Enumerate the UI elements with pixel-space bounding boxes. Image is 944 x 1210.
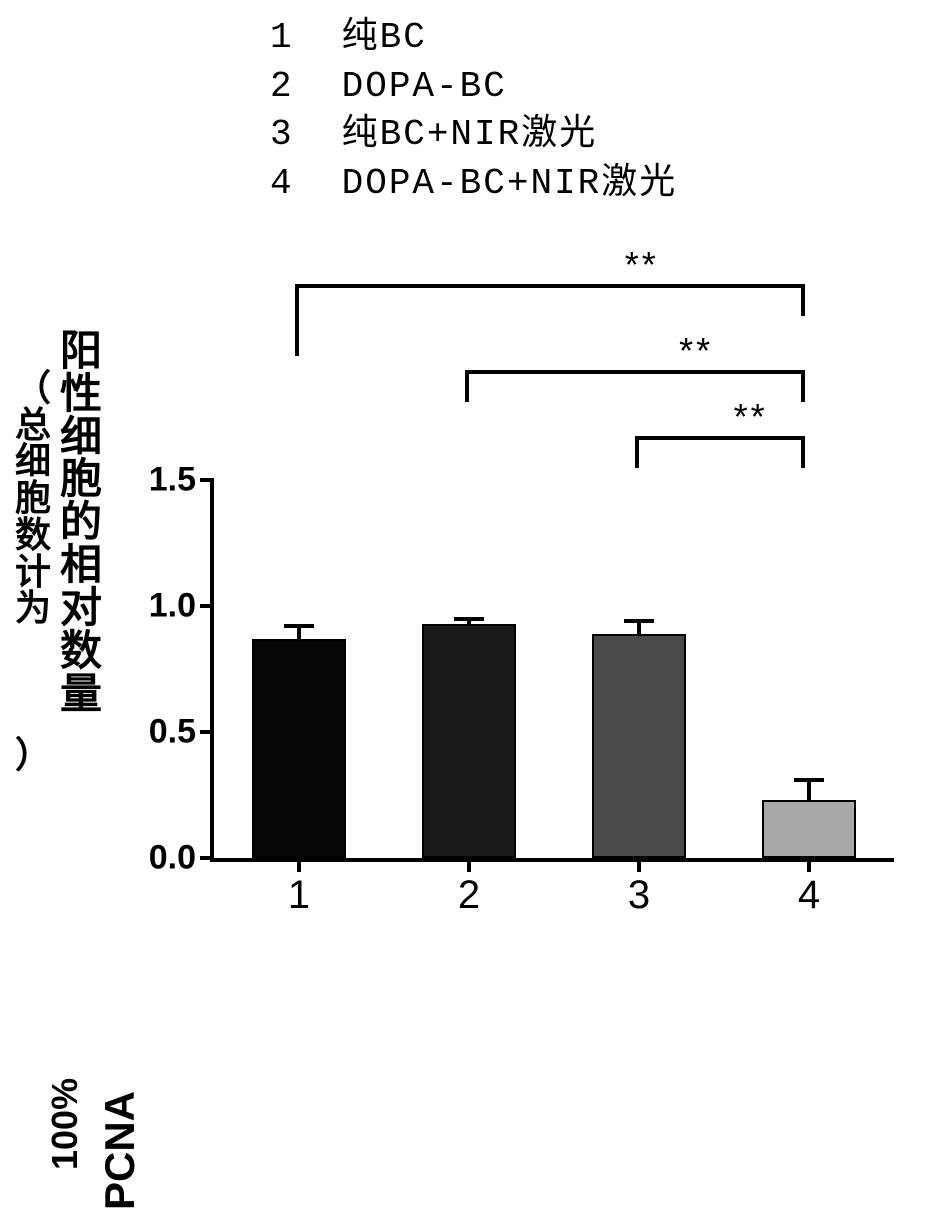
legend-number: 3 xyxy=(270,111,318,160)
y-tick xyxy=(200,856,214,860)
y-tick xyxy=(200,730,214,734)
significance-drop xyxy=(295,288,299,356)
legend-item: 3 纯BC+NIR激光 xyxy=(270,111,677,160)
legend-number: 4 xyxy=(270,160,318,209)
y-title-percent: 100% xyxy=(44,1078,86,1170)
x-tick-label: 2 xyxy=(458,873,480,918)
significance-label: ** xyxy=(734,396,768,438)
significance-bracket xyxy=(465,370,805,374)
y-title-sub-vertical: （总细胞数计为） xyxy=(10,370,56,774)
y-axis-title: PCNA 阳性细胞的相对数量 （总细胞数计为） 100% xyxy=(0,340,110,860)
significance-drop xyxy=(801,288,805,316)
y-tick-label: 1.0 xyxy=(134,587,196,626)
y-tick-label: 1.5 xyxy=(134,461,196,500)
bar xyxy=(592,634,686,858)
y-tick xyxy=(200,604,214,608)
x-tick-label: 1 xyxy=(288,873,310,918)
significance-drop xyxy=(635,440,639,468)
y-tick-label: 0.0 xyxy=(134,839,196,878)
significance-drop xyxy=(465,374,469,402)
x-tick xyxy=(297,858,301,872)
legend: 1 纯BC 2 DOPA-BC 3 纯BC+NIR激光 4 DOPA-BC+NI… xyxy=(270,14,677,208)
y-title-main-vertical: 阳性细胞的相对数量 xyxy=(58,330,104,715)
significance-bracket xyxy=(635,436,805,440)
legend-label: DOPA-BC+NIR激光 xyxy=(342,163,678,204)
error-bar-cap xyxy=(454,617,484,621)
legend-label: 纯BC xyxy=(342,17,427,58)
significance-drop xyxy=(801,374,805,402)
x-tick-label: 4 xyxy=(798,873,820,918)
y-title-pcna: PCNA xyxy=(96,1091,144,1210)
x-tick xyxy=(467,858,471,872)
significance-bracket xyxy=(295,284,805,288)
x-tick xyxy=(807,858,811,872)
error-bar-cap xyxy=(624,619,654,623)
bar xyxy=(762,800,856,858)
figure-root: 1 纯BC 2 DOPA-BC 3 纯BC+NIR激光 4 DOPA-BC+NI… xyxy=(0,0,944,942)
significance-drop xyxy=(801,440,805,468)
legend-item: 2 DOPA-BC xyxy=(270,63,677,112)
legend-number: 1 xyxy=(270,14,318,63)
y-tick xyxy=(200,478,214,482)
error-bar-cap xyxy=(284,624,314,628)
legend-number: 2 xyxy=(270,63,318,112)
y-tick-label: 0.5 xyxy=(134,713,196,752)
bar xyxy=(422,624,516,858)
plot-area: 0.00.51.01.51234 xyxy=(210,480,894,862)
significance-label: ** xyxy=(625,244,659,286)
bar xyxy=(252,639,346,858)
x-tick-label: 3 xyxy=(628,873,650,918)
legend-label: DOPA-BC xyxy=(342,66,507,107)
significance-label: ** xyxy=(679,330,713,372)
legend-label: 纯BC+NIR激光 xyxy=(342,114,598,155)
error-bar-cap xyxy=(794,778,824,782)
x-tick xyxy=(637,858,641,872)
legend-item: 4 DOPA-BC+NIR激光 xyxy=(270,160,677,209)
error-bar-stem xyxy=(807,780,811,800)
legend-item: 1 纯BC xyxy=(270,14,677,63)
